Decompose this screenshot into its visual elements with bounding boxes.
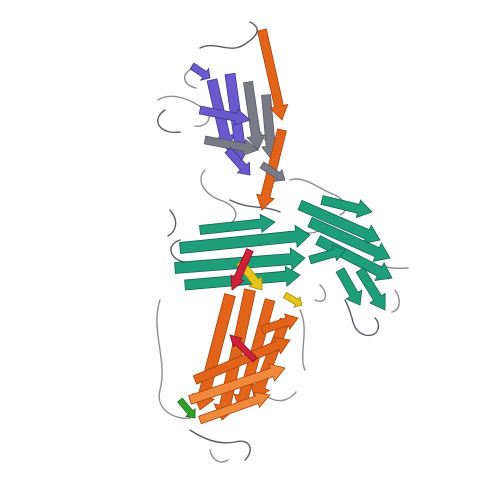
coil-segment [199,21,258,49]
top-domain [189,28,289,211]
coil-segment [200,169,237,223]
beta-strand [188,363,286,405]
beta-strand [179,224,311,254]
beta-strand [229,334,258,363]
coil-loops [156,21,409,463]
coil-segment [157,109,181,134]
beta-strand [189,62,211,81]
beta-strand [307,216,391,262]
beta-strand [192,336,291,385]
coil-segment [189,429,251,461]
bottom-domain [177,288,299,425]
coil-segment [264,391,297,402]
beta-strand [243,80,266,151]
beta-strand [257,28,289,121]
beta-strand [282,291,303,308]
coil-segment [299,309,306,371]
coil-segment [209,449,229,463]
beta-strand [355,267,386,311]
coil-segment [314,284,327,302]
right-domain [297,195,393,311]
beta-strand [335,267,363,306]
beta-strand [259,161,286,182]
beta-strand [230,248,254,291]
beta-strand [320,195,373,219]
beta-strand [174,247,306,274]
coil-segment [391,289,400,313]
coil-segment [170,239,186,263]
beta-strand [177,397,196,419]
coil-segment [156,299,191,419]
coil-segment [344,299,380,337]
beta-strand [203,135,259,156]
coil-segment [167,209,177,237]
beta-strand [199,213,276,235]
middle-domain [174,213,311,308]
beta-strand [224,146,251,176]
coil-segment [229,199,281,213]
beta-strand [198,105,251,126]
beta-strand [198,391,271,425]
beta-strand [184,265,301,291]
beta-strand [297,199,381,245]
beta-strand [308,244,346,265]
beta-strand [260,313,299,335]
